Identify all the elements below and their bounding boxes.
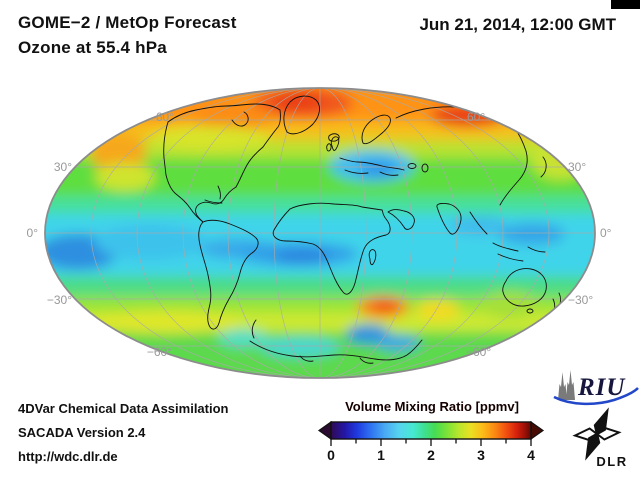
footer-line-assimilation: 4DVar Chemical Data Assimilation bbox=[18, 401, 229, 416]
colorbar-gradient-bar bbox=[330, 421, 532, 440]
coastlines bbox=[163, 95, 561, 364]
colorbar-tick-labels: 0 1 2 3 4 bbox=[327, 447, 535, 463]
lat-label-right-m60: −60° bbox=[466, 345, 491, 359]
footer-line-url: http://wdc.dlr.de bbox=[18, 449, 118, 464]
lat-label-right-m30: −30° bbox=[568, 293, 593, 307]
footer-line-version: SACADA Version 2.4 bbox=[18, 425, 146, 440]
riu-logo: RIU bbox=[553, 370, 639, 406]
page-title: GOME−2 / MetOp Forecast bbox=[18, 13, 237, 32]
cathedral-icon-spire bbox=[566, 370, 575, 400]
corner-marker bbox=[611, 0, 640, 9]
footer-credits: 4DVar Chemical Data Assimilation SACADA … bbox=[18, 401, 229, 473]
lat-label-left-m30: −30° bbox=[47, 293, 72, 307]
lat-label-left-60: 60° bbox=[156, 110, 174, 124]
dlr-star-icon bbox=[572, 407, 622, 461]
colorbar-tick-4: 4 bbox=[527, 447, 535, 463]
colorbar-tick-2: 2 bbox=[427, 447, 435, 463]
latitude-labels: 60° 30° 0° −30° −60° 60° 30° 0° −30° −60… bbox=[27, 110, 612, 359]
timestamp: Jun 21, 2014, 12:00 GMT bbox=[419, 15, 616, 34]
dlr-logo: DLR bbox=[572, 407, 627, 469]
colorbar-title: Volume Mixing Ratio [ppmv] bbox=[345, 399, 519, 414]
colorbar-ticks bbox=[330, 439, 532, 446]
cathedral-icon bbox=[558, 372, 567, 400]
lat-label-left-0: 0° bbox=[27, 226, 39, 240]
riu-logo-text: RIU bbox=[577, 374, 626, 401]
lat-label-right-0: 0° bbox=[600, 226, 612, 240]
colorbar-tick-1: 1 bbox=[377, 447, 385, 463]
dlr-logo-text: DLR bbox=[596, 454, 627, 469]
lat-label-left-m60: −60° bbox=[147, 345, 172, 359]
page-subtitle: Ozone at 55.4 hPa bbox=[18, 38, 167, 57]
map-outline bbox=[44, 87, 596, 379]
graticule bbox=[45, 88, 595, 378]
colorbar-right-arrow bbox=[530, 420, 545, 441]
lat-label-left-30: 30° bbox=[54, 160, 72, 174]
colorbar-left-arrow bbox=[317, 420, 332, 441]
lat-label-right-30: 30° bbox=[568, 160, 586, 174]
colorbar: Volume Mixing Ratio [ppmv] 0 1 2 3 4 bbox=[317, 399, 545, 463]
lat-label-right-60: 60° bbox=[467, 110, 485, 124]
colorbar-tick-0: 0 bbox=[327, 447, 335, 463]
wave-icon bbox=[553, 387, 639, 406]
colorbar-tick-3: 3 bbox=[477, 447, 485, 463]
